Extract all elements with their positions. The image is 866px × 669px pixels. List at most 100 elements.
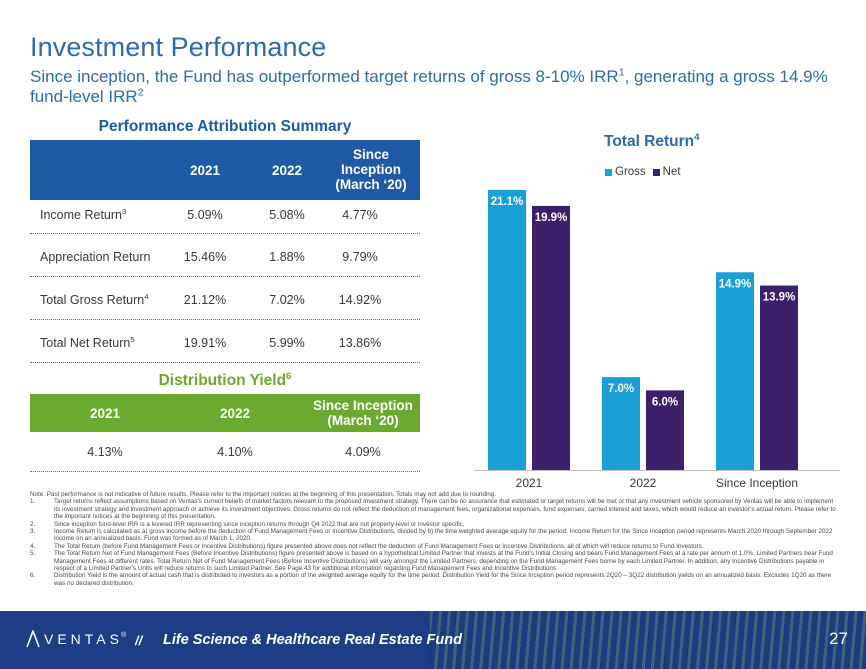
distribution-col-since-inception: Since Inception (March ‘20) bbox=[308, 398, 418, 428]
data-label-gross-0: 21.1% bbox=[491, 196, 524, 208]
attribution-row-label: Income Return3 bbox=[40, 206, 127, 222]
footnote-number: 1. bbox=[30, 498, 36, 506]
attribution-col-2021: 2021 bbox=[189, 163, 221, 178]
bar-gross-2 bbox=[716, 272, 754, 470]
distribution-cell: 4.13% bbox=[87, 445, 123, 459]
attribution-col-since-line2: Inception bbox=[341, 162, 401, 177]
subtitle-text-a: Since inception, the Fund has outperform… bbox=[30, 67, 619, 86]
attribution-cell: 13.86% bbox=[338, 336, 382, 350]
data-label-net-1: 6.0% bbox=[652, 396, 678, 408]
row-label-footnote: 3 bbox=[121, 206, 127, 216]
footnote-item: 1. Target returns reflect assumptions bas… bbox=[30, 498, 838, 520]
chart-title-text: Total Return bbox=[604, 133, 695, 150]
footnote-number: 6. bbox=[30, 572, 36, 580]
row-divider bbox=[30, 276, 420, 277]
footnote-item: 2. Since inception fund-level IRR is a le… bbox=[30, 521, 838, 528]
distribution-title: Distribution Yield6 bbox=[30, 372, 420, 390]
subtitle-text-b: , generating a gross 14.9% fund-level IR… bbox=[30, 67, 828, 106]
bar-gross-0 bbox=[488, 190, 526, 470]
bar-net-0 bbox=[532, 205, 570, 470]
row-label-footnote: 4 bbox=[144, 291, 149, 301]
attribution-row-label: Total Gross Return4 bbox=[40, 291, 149, 307]
row-divider bbox=[30, 319, 420, 320]
ventas-logo-text: VENTAS bbox=[44, 631, 123, 647]
row-divider bbox=[30, 233, 420, 234]
data-label-gross-2: 14.9% bbox=[719, 278, 752, 290]
attribution-col-since-line1: Since bbox=[352, 147, 390, 162]
footnote-number: 4. bbox=[30, 542, 36, 550]
page-title: Investment Performance bbox=[30, 32, 327, 62]
distribution-col-since-line2: (March ‘20) bbox=[327, 413, 399, 428]
row-label-footnote: 5 bbox=[130, 334, 135, 344]
attribution-cell: 7.02% bbox=[269, 293, 305, 307]
attribution-title: Performance Attribution Summary bbox=[98, 118, 352, 135]
footer-building-graphic bbox=[430, 611, 866, 669]
footnote-intro: Note: Past performance is not indicative… bbox=[30, 491, 497, 498]
footnote-text: Distribution Yield is the amount of actu… bbox=[54, 572, 832, 587]
attribution-col-since-inception: Since Inception (March ‘20) bbox=[326, 147, 416, 192]
bar-gross-1 bbox=[602, 377, 640, 470]
data-label-net-2: 13.9% bbox=[763, 292, 796, 304]
footer-separator: // bbox=[135, 633, 143, 648]
footnote-text: Target returns reflect assumptions based… bbox=[54, 498, 836, 521]
distribution-cell: 4.10% bbox=[217, 445, 253, 459]
attribution-cell: 5.09% bbox=[187, 208, 223, 222]
distribution-header: 2021 2022 Since Inception (March ‘20) bbox=[30, 394, 420, 432]
attribution-cell: 1.88% bbox=[269, 250, 305, 264]
footnote-item: 5. The Total Return Net of Fund Managemen… bbox=[30, 550, 838, 572]
attribution-col-since-line3: (March ‘20) bbox=[335, 177, 407, 192]
legend-swatch-gross bbox=[605, 168, 612, 176]
footnote-number: 3. bbox=[30, 528, 36, 536]
attribution-cell: 19.91% bbox=[183, 336, 227, 350]
bar-net-2 bbox=[760, 285, 798, 470]
distribution-col-2022: 2022 bbox=[219, 406, 251, 421]
chart-title: Total Return4 bbox=[604, 133, 699, 151]
attribution-cell: 5.99% bbox=[269, 336, 305, 350]
attribution-header: 2021 2022 Since Inception (March ‘20) bbox=[30, 140, 420, 200]
data-label-net-0: 19.9% bbox=[535, 212, 568, 224]
footnote-text: Income Return is calculated as a) gross … bbox=[54, 528, 833, 543]
bar-net-1 bbox=[646, 390, 684, 470]
footer-fund-name: Life Science & Healthcare Real Estate Fu… bbox=[163, 632, 462, 648]
attribution-row-label: Total Net Return5 bbox=[40, 334, 135, 350]
chart-title-footnote: 4 bbox=[694, 131, 700, 143]
distribution-title-footnote: 6 bbox=[286, 370, 292, 382]
footnote-text: The Total Return (before Fund Management… bbox=[54, 542, 704, 550]
row-divider bbox=[30, 362, 420, 363]
subtitle-footnote-1: 1 bbox=[618, 66, 625, 79]
footnote-text: Since inception fund-level IRR is a leve… bbox=[54, 520, 465, 528]
row-divider bbox=[30, 471, 420, 472]
attribution-col-2022: 2022 bbox=[271, 163, 303, 178]
x-tick-label-2: Since Inception bbox=[716, 476, 798, 490]
footnote-item: 4. The Total Return (before Fund Manageme… bbox=[30, 543, 838, 550]
row-label-text: Income Return bbox=[40, 208, 122, 222]
data-label-gross-1: 7.0% bbox=[608, 383, 634, 395]
legend-label-gross: Gross bbox=[615, 166, 646, 178]
attribution-cell: 15.46% bbox=[183, 250, 227, 264]
legend-swatch-net bbox=[652, 168, 660, 176]
chart-legend: Gross Net bbox=[605, 166, 688, 178]
attribution-cell: 14.92% bbox=[338, 293, 382, 307]
footnote-text: The Total Return Net of Fund Management … bbox=[54, 550, 833, 573]
footnotes: Note: Past performance is not indicative… bbox=[30, 491, 838, 587]
footnote-item: 3. Income Return is calculated as a) gros… bbox=[30, 528, 838, 543]
distribution-col-since-line1: Since Inception bbox=[313, 398, 413, 413]
row-label-text: Appreciation Return bbox=[40, 250, 151, 264]
ventas-logo: VENTAS ® bbox=[26, 630, 126, 648]
attribution-cell: 9.79% bbox=[342, 250, 378, 264]
x-tick-label-0: 2021 bbox=[516, 476, 543, 490]
subtitle-footnote-2: 2 bbox=[137, 86, 144, 99]
legend-label-net: Net bbox=[662, 166, 681, 178]
footer-bar: VENTAS ® // Life Science & Healthcare Re… bbox=[0, 611, 866, 669]
page-subtitle: Since inception, the Fund has outperform… bbox=[30, 67, 850, 107]
footnote-number: 5. bbox=[30, 550, 36, 558]
registered-mark: ® bbox=[120, 631, 127, 639]
footnote-item: 6. Distribution Yield is the amount of ac… bbox=[30, 572, 838, 587]
attribution-cell: 4.77% bbox=[342, 208, 378, 222]
attribution-row-label: Appreciation Return bbox=[40, 250, 150, 264]
distribution-cell: 4.09% bbox=[345, 445, 381, 459]
distribution-col-2021: 2021 bbox=[89, 406, 121, 421]
row-label-text: Total Gross Return bbox=[40, 293, 145, 307]
page-number: 27 bbox=[829, 629, 848, 648]
